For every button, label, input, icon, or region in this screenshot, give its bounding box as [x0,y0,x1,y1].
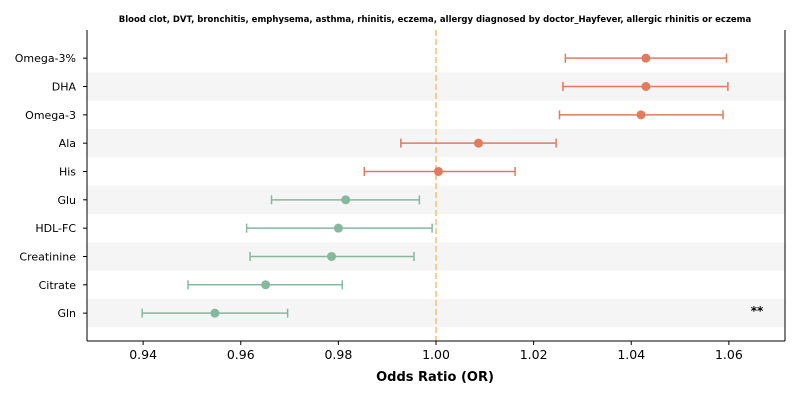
or-point [641,81,651,91]
y-tick-label: DHA [52,80,77,93]
x-axis-ticks: 0.94 0.96 0.98 1.00 1.02 1.04 1.06 [129,341,743,362]
x-tick-label: 1.04 [617,347,645,362]
x-axis-label: Odds Ratio (OR) [376,370,494,385]
significance-annotation: ** [751,304,764,318]
y-tick-label: Citrate [39,279,77,292]
or-point [473,138,483,148]
x-tick-label: 0.94 [129,347,157,362]
or-point [636,110,646,120]
x-tick-label: 1.00 [422,347,450,362]
row-band [87,185,785,214]
x-tick-label: 1.02 [520,347,548,362]
y-tick-label: Ala [59,137,76,150]
y-tick-label: HDL-FC [35,222,76,235]
forest-row: Gln ** [57,304,764,320]
forest-row: Glu [57,194,421,207]
y-tick-label: Glu [57,194,76,207]
forest-row: DHA [52,80,729,93]
or-point [327,251,337,261]
y-tick-label: Creatinine [19,250,76,263]
y-tick-label: His [59,165,76,178]
x-tick-label: 0.96 [227,347,255,362]
y-tick-label: Omega-3 [25,109,76,122]
or-point [341,195,351,205]
chart-title: Blood clot, DVT, bronchitis, emphysema, … [119,15,752,25]
forest-row: Ala [59,137,557,150]
forest-row: Omega-3% [15,52,728,65]
row-bands [87,72,785,328]
forest-row: His [59,165,516,178]
x-tick-label: 0.98 [324,347,352,362]
or-point [261,280,271,290]
forest-row: HDL-FC [35,222,433,235]
or-point [641,53,651,63]
or-point [333,223,343,233]
y-tick-label: Omega-3% [15,52,76,65]
or-point [433,166,443,176]
forest-rows: Omega-3% DHA Omega-3 Ala His Glu HDL-FC Creatin… [15,52,764,320]
forest-row: Citrate [39,279,344,292]
forest-row: Omega-3 [25,109,724,122]
or-point [210,308,220,318]
x-tick-label: 1.06 [715,347,743,362]
forest-row: Creatinine [19,250,415,263]
y-tick-label: Gln [57,307,76,320]
